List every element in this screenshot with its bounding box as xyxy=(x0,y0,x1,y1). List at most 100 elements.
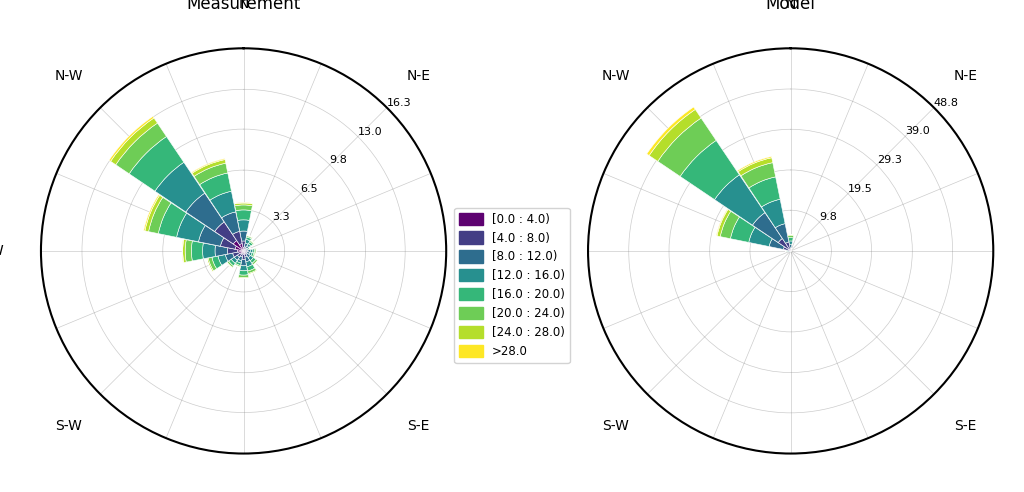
Bar xyxy=(228,259,236,266)
Bar xyxy=(730,217,755,243)
Bar xyxy=(787,235,794,236)
Bar xyxy=(244,251,245,253)
Bar xyxy=(243,251,245,255)
Bar xyxy=(239,251,244,254)
Text: N-E: N-E xyxy=(407,69,430,83)
Bar xyxy=(242,241,246,247)
Bar xyxy=(247,236,252,239)
Bar xyxy=(788,250,790,251)
Bar xyxy=(753,213,782,243)
Bar xyxy=(247,252,250,254)
Bar xyxy=(248,249,251,252)
Bar xyxy=(239,271,248,275)
Bar xyxy=(195,163,227,184)
Bar xyxy=(238,220,250,231)
Bar xyxy=(185,193,224,231)
Bar xyxy=(738,158,773,176)
Text: S-E: S-E xyxy=(954,419,977,433)
Bar xyxy=(200,173,231,200)
Bar xyxy=(239,277,249,278)
Bar xyxy=(248,247,250,250)
Bar xyxy=(148,197,171,234)
Bar xyxy=(193,159,225,176)
Bar xyxy=(246,250,248,252)
Bar xyxy=(182,239,183,263)
Bar xyxy=(237,259,242,263)
Bar xyxy=(208,257,217,271)
Bar xyxy=(241,253,243,257)
Bar xyxy=(244,251,245,252)
Bar xyxy=(657,118,716,177)
Legend: [0.0 : 4.0), [4.0 : 8.0), [8.0 : 12.0), [12.0 : 16.0), [16.0 : 20.0), [20.0 : 24: [0.0 : 4.0), [4.0 : 8.0), [8.0 : 12.0), … xyxy=(455,208,569,363)
Bar xyxy=(749,227,772,246)
Bar xyxy=(109,117,154,161)
Bar xyxy=(787,250,788,251)
Bar xyxy=(250,247,251,249)
Bar xyxy=(215,222,237,244)
Bar xyxy=(243,247,245,251)
Bar xyxy=(248,255,253,261)
Bar xyxy=(249,252,252,256)
Bar xyxy=(775,224,788,244)
Bar xyxy=(247,235,253,238)
Bar xyxy=(247,235,253,238)
Bar xyxy=(245,249,246,250)
Bar xyxy=(236,210,252,220)
Bar xyxy=(234,203,253,206)
Bar xyxy=(238,250,244,252)
Bar xyxy=(185,240,193,262)
Text: S: S xyxy=(786,491,795,492)
Bar xyxy=(207,258,213,272)
Bar xyxy=(111,118,158,165)
Bar xyxy=(244,250,246,251)
Bar xyxy=(245,248,247,250)
Bar xyxy=(241,259,247,266)
Bar xyxy=(245,252,247,254)
Bar xyxy=(769,239,784,249)
Bar xyxy=(212,256,222,269)
Bar xyxy=(227,248,238,254)
Bar xyxy=(233,241,244,251)
Bar xyxy=(247,248,249,250)
Bar xyxy=(253,249,255,253)
Bar xyxy=(236,261,241,266)
Bar xyxy=(234,202,253,204)
Bar xyxy=(203,243,215,259)
Bar xyxy=(246,260,253,267)
Bar xyxy=(788,249,791,251)
Bar xyxy=(649,109,701,161)
Bar xyxy=(248,268,256,274)
Bar xyxy=(239,275,249,277)
Bar xyxy=(249,247,251,249)
Bar xyxy=(737,156,772,172)
Bar xyxy=(249,247,250,249)
Text: W: W xyxy=(537,244,550,258)
Bar xyxy=(247,244,251,247)
Bar xyxy=(234,265,241,268)
Bar xyxy=(255,248,256,253)
Bar xyxy=(252,259,257,265)
Bar xyxy=(244,246,246,249)
Bar xyxy=(251,253,254,257)
Text: N-W: N-W xyxy=(54,69,83,83)
Bar xyxy=(247,264,255,271)
Bar xyxy=(227,261,233,268)
Text: W: W xyxy=(0,244,3,258)
Bar xyxy=(720,211,739,239)
Bar xyxy=(250,249,253,253)
Bar xyxy=(749,177,780,207)
Text: S-W: S-W xyxy=(602,419,630,433)
Bar xyxy=(242,254,245,260)
Bar xyxy=(243,251,244,253)
Bar xyxy=(680,140,739,200)
Bar xyxy=(790,245,792,248)
Bar xyxy=(791,248,792,250)
Bar xyxy=(218,255,228,265)
Bar xyxy=(226,262,232,268)
Bar xyxy=(244,249,245,251)
Bar xyxy=(220,238,237,249)
Bar xyxy=(234,255,240,260)
Bar xyxy=(191,241,204,261)
Bar xyxy=(176,213,205,242)
Bar xyxy=(717,210,731,237)
